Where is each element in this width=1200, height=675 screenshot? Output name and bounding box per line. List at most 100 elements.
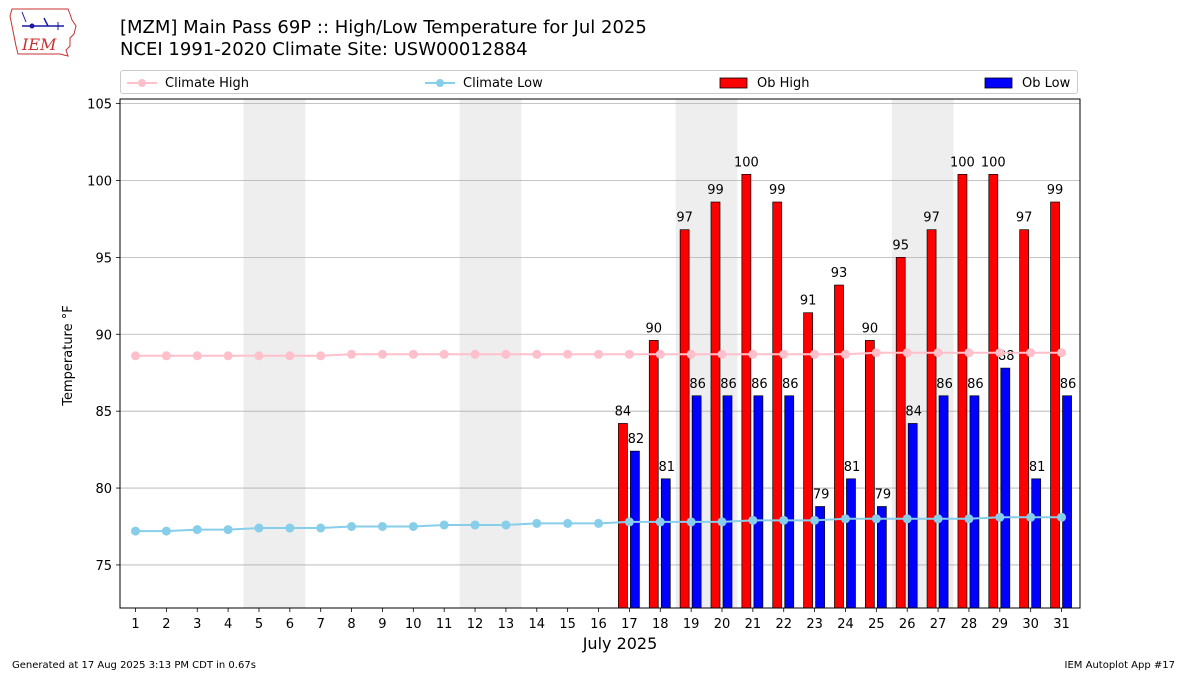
ob-high-label: 97 [1016, 211, 1033, 226]
ob-low-bar [938, 395, 949, 609]
climate-low-point [131, 526, 140, 536]
climate-high-point [964, 348, 974, 358]
climate-high-point [131, 351, 140, 361]
climate-low-point [717, 517, 727, 527]
climate-high-point [161, 351, 171, 361]
climate-high-point [532, 349, 542, 359]
climate-low-point [316, 523, 326, 533]
ob-low-label: 86 [936, 377, 953, 392]
climate-high-point [871, 348, 881, 358]
climate-low-point [285, 523, 295, 533]
climate-low-point [532, 518, 542, 528]
y-tick-label: 105 [87, 98, 112, 113]
ob-low-bar [969, 395, 980, 609]
legend-line-marker-icon [127, 79, 157, 87]
x-tick-label: 4 [224, 617, 232, 632]
climate-high-point [285, 351, 295, 361]
ob-high-bar [988, 174, 999, 609]
climate-high-point [748, 349, 758, 359]
climate-low-point [902, 514, 912, 524]
y-tick-label: 80 [95, 482, 112, 497]
climate-high-point [563, 349, 573, 359]
ob-high-label: 97 [676, 211, 693, 226]
climate-low-point [624, 517, 634, 527]
ob-high-bar [679, 229, 690, 609]
climate-high-point [377, 349, 387, 359]
ob-high-label: 99 [769, 183, 786, 198]
ob-high-bar [710, 201, 721, 609]
climate-low-point [501, 520, 511, 530]
x-tick-label: 18 [652, 617, 669, 632]
x-tick-label: 5 [255, 617, 263, 632]
ob-low-label: 86 [1060, 377, 1077, 392]
climate-high-point [347, 349, 357, 359]
legend-climate-low: Climate Low [425, 74, 543, 92]
x-tick-label: 29 [992, 617, 1009, 632]
ob-high-label: 90 [862, 321, 879, 336]
climate-low-point [1057, 512, 1067, 522]
ob-high-bar [926, 229, 937, 609]
ob-low-bar [1000, 367, 1011, 609]
climate-low-point [161, 526, 171, 536]
app-credit: IEM Autoplot App #17 [1064, 660, 1175, 671]
x-tick-label: 13 [498, 617, 515, 632]
legend-ob-low: Ob Low [984, 74, 1070, 92]
x-tick-label: 25 [868, 617, 885, 632]
ob-low-bar [691, 395, 702, 609]
ob-high-bar [741, 174, 752, 609]
ob-low-label: 86 [782, 377, 799, 392]
x-tick-label: 15 [559, 617, 576, 632]
climate-low-point [594, 518, 604, 528]
climate-low-point [964, 514, 974, 524]
ob-high-bar [1019, 229, 1030, 609]
x-tick-label: 22 [775, 617, 792, 632]
ob-high-bar [648, 340, 659, 609]
climate-high-point [933, 348, 943, 358]
x-tick-label: 19 [683, 617, 700, 632]
climate-high-point [316, 351, 326, 361]
ob-low-label: 79 [875, 488, 892, 503]
chart-title-line2: NCEI 1991-2020 Climate Site: USW00012884 [120, 39, 528, 60]
chart-legend: Climate High Climate Low Ob High Ob Low [120, 70, 1078, 94]
chart-title-line1: [MZM] Main Pass 69P :: High/Low Temperat… [120, 17, 647, 38]
climate-low-point [1026, 512, 1036, 522]
plot-frame [119, 98, 1081, 609]
climate-high-point [810, 349, 820, 359]
ob-high-bar [1050, 201, 1060, 609]
ob-low-bar [630, 450, 640, 609]
climate-high-point [1026, 348, 1036, 358]
y-tick-label: 85 [95, 405, 112, 420]
legend-bar-swatch-icon [984, 77, 1013, 89]
ob-low-label: 79 [813, 488, 830, 503]
climate-high-point [840, 349, 850, 359]
x-tick-label: 3 [193, 617, 201, 632]
ob-low-bar [753, 395, 764, 609]
ob-high-bar [618, 423, 628, 609]
ob-low-label: 84 [905, 404, 922, 419]
climate-high-point [408, 349, 418, 359]
logo-text: IEM [21, 35, 57, 54]
ob-high-label: 95 [892, 238, 909, 253]
ob-high-bar [957, 174, 968, 609]
climate-high-point [439, 349, 449, 359]
ob-high-label: 97 [923, 211, 940, 226]
x-tick-label: 31 [1053, 617, 1070, 632]
x-tick-label: 7 [317, 617, 325, 632]
x-axis-label: July 2025 [582, 634, 658, 653]
ob-low-label: 86 [967, 377, 984, 392]
ob-high-bar [834, 284, 844, 609]
ob-high-label: 93 [831, 266, 848, 281]
climate-high-point [192, 351, 202, 361]
climate-high-point [223, 351, 233, 361]
y-axis-label: Temperature °F [61, 305, 76, 406]
climate-low-point [192, 525, 202, 535]
ob-low-bar [722, 395, 733, 609]
ob-high-label: 90 [645, 321, 662, 336]
ob-high-label: 100 [981, 155, 1006, 170]
climate-high-point [501, 349, 511, 359]
y-tick-label: 90 [95, 328, 112, 343]
x-tick-label: 16 [590, 617, 607, 632]
climate-low-point [223, 525, 233, 535]
ob-low-label: 86 [689, 377, 706, 392]
legend-bar-swatch-icon [719, 77, 748, 89]
